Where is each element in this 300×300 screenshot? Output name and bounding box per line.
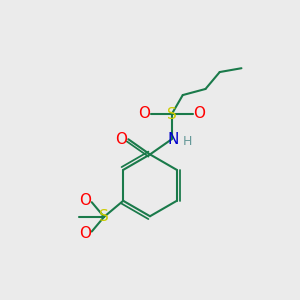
Text: H: H xyxy=(182,135,192,148)
Text: S: S xyxy=(167,107,177,122)
Text: O: O xyxy=(194,106,206,121)
Text: O: O xyxy=(138,106,150,121)
Text: S: S xyxy=(99,209,109,224)
Text: O: O xyxy=(115,132,127,147)
Text: O: O xyxy=(79,226,91,241)
Text: O: O xyxy=(79,193,91,208)
Text: N: N xyxy=(167,132,179,147)
